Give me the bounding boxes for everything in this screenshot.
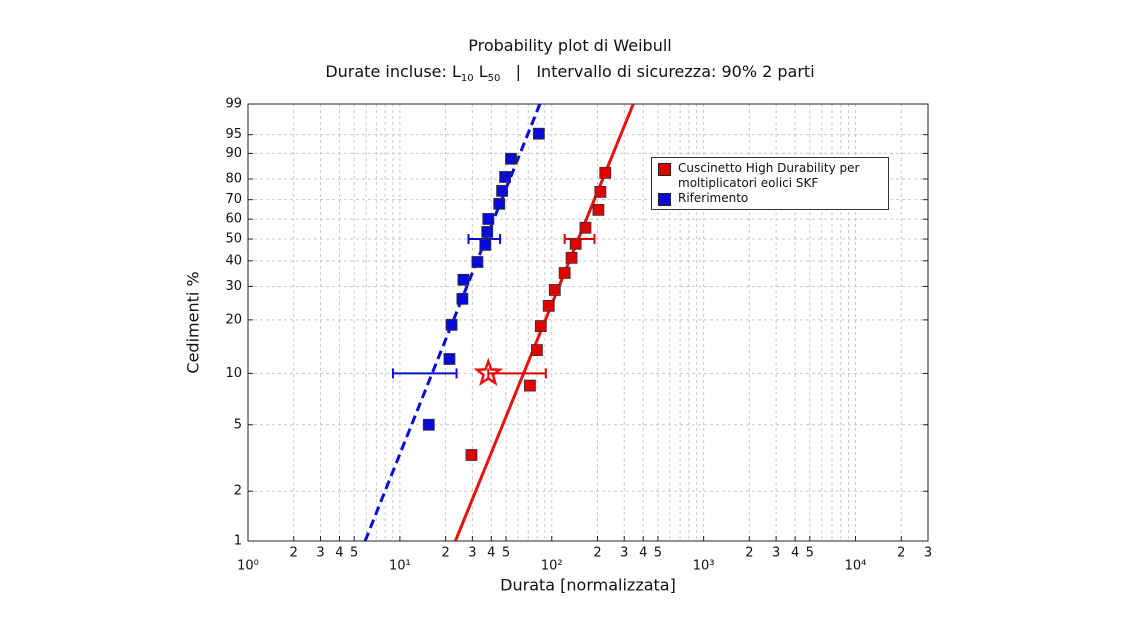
x-tick-label: 10⁴ [845, 559, 867, 574]
y-axis-label: Cedimenti % [184, 271, 203, 373]
x-tick-label: 4 [639, 546, 647, 561]
x-tick-label: 2 [290, 546, 298, 561]
x-tick-label: 3 [468, 546, 476, 561]
legend-label: Riferimento [678, 191, 749, 205]
y-tick-label: 60 [225, 212, 242, 227]
data-point [471, 256, 484, 268]
data-point [534, 320, 547, 332]
x-tick-label: 3 [316, 546, 324, 561]
chart-title: Probability plot di Weibull [468, 36, 672, 55]
y-tick-label: 40 [225, 253, 242, 268]
x-tick-label: 10⁰ [237, 559, 259, 574]
subtitle-separator: | [515, 62, 522, 81]
x-tick-label: 2 [441, 546, 449, 561]
legend-entry: Riferimento [658, 191, 882, 206]
x-tick-label: 4 [335, 546, 343, 561]
data-point [565, 251, 578, 264]
x-tick-label: 5 [502, 546, 510, 561]
x-tick-label: 5 [806, 546, 814, 561]
data-point [524, 379, 536, 392]
data-point [457, 273, 470, 286]
data-point [445, 318, 458, 331]
subtitle-subscript: 50 [487, 73, 501, 85]
x-tick-label: 4 [487, 546, 495, 561]
legend-label: Cuscinetto High Durability per moltiplic… [678, 161, 860, 190]
y-tick-label: 90 [225, 146, 242, 161]
x-axis-label: Durata [normalizzata] [500, 576, 676, 595]
y-tick-label: 80 [225, 171, 242, 186]
data-point [482, 213, 495, 225]
legend: Cuscinetto High Durability per moltiplic… [651, 157, 889, 210]
data-point [465, 449, 478, 461]
y-tick-label: 5 [234, 417, 242, 432]
y-tick-label: 20 [225, 312, 242, 327]
y-tick-label: 50 [225, 232, 242, 247]
x-tick-label: 4 [791, 546, 799, 561]
data-point [579, 221, 592, 234]
x-tick-label: 10¹ [389, 559, 411, 574]
data-point [558, 267, 571, 279]
x-tick-label: 10³ [693, 559, 715, 574]
y-tick-label: 2 [234, 484, 242, 499]
x-tick-label: 2 [593, 546, 601, 561]
subtitle-gap [500, 62, 515, 81]
data-point [422, 418, 435, 431]
data-point [443, 353, 456, 365]
subtitle-subscript: 10 [460, 73, 474, 85]
x-tick-label: 2 [897, 546, 905, 561]
data-point [530, 344, 543, 356]
y-tick-label: 95 [225, 127, 242, 142]
data-point [456, 292, 469, 305]
x-tick-label: 3 [924, 546, 932, 561]
y-tick-label: 10 [225, 366, 242, 381]
subtitle-term: L [478, 62, 488, 81]
data-point [594, 185, 607, 198]
subtitle-text: Intervallo di sicurezza: 90% 2 parti [536, 62, 815, 81]
data-point [499, 171, 512, 183]
data-point [496, 184, 509, 197]
subtitle-gap [521, 62, 536, 81]
subtitle-text: Durate incluse: [325, 62, 452, 81]
y-tick-label: 1 [234, 534, 242, 549]
x-tick-label: 5 [654, 546, 662, 561]
y-tick-label: 30 [225, 279, 242, 294]
data-point [542, 299, 555, 312]
data-point [493, 197, 506, 210]
data-point [592, 203, 605, 216]
data-point [599, 166, 612, 179]
x-tick-label: 10² [541, 559, 563, 574]
subtitle-term: L [452, 62, 461, 81]
legend-entry: Cuscinetto High Durability per moltiplic… [658, 161, 882, 191]
data-point [532, 127, 545, 140]
x-tick-label: 2 [745, 546, 753, 561]
x-tick-label: 3 [772, 546, 780, 561]
x-tick-label: 3 [620, 546, 628, 561]
legend-swatch [658, 193, 671, 206]
plot-frame [247, 103, 929, 542]
y-tick-label: 70 [225, 192, 242, 207]
legend-swatch [658, 163, 671, 176]
data-point [569, 237, 582, 250]
data-point [548, 284, 561, 296]
chart-subtitle: Durate incluse: L10 L50 | Intervallo di … [0, 62, 1140, 84]
data-point [505, 152, 517, 165]
data-point [481, 226, 494, 238]
y-tick-label: 99 [225, 97, 242, 112]
x-tick-label: 5 [350, 546, 358, 561]
data-point [479, 238, 492, 251]
star-marker [473, 357, 504, 387]
